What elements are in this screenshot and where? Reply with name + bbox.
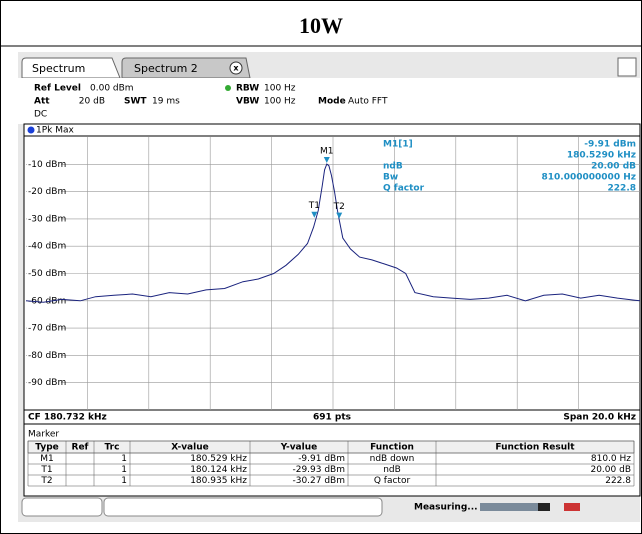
y-tick-label-bg bbox=[27, 186, 61, 197]
setting-value: 19 ms bbox=[152, 97, 180, 107]
y-tick-label: -50 dBm bbox=[28, 269, 66, 279]
trace-name: 1Pk Max bbox=[36, 126, 75, 136]
readout: 20.00 dB bbox=[591, 162, 636, 172]
marker-table-panel bbox=[23, 423, 641, 497]
marker-label: T2 bbox=[333, 202, 345, 212]
setting-value: Auto FFT bbox=[348, 97, 388, 107]
y-tick-label: -20 dBm bbox=[28, 187, 66, 197]
setting-value: 20 dB bbox=[79, 97, 105, 107]
readout: 810.000000000 Hz bbox=[542, 173, 636, 183]
setting-value: 0.00 dBm bbox=[90, 84, 134, 94]
y-tick-label: -90 dBm bbox=[28, 378, 66, 388]
y-tick-label-bg bbox=[27, 159, 61, 170]
footer-text: 691 pts bbox=[313, 413, 351, 423]
readout: 222.8 bbox=[608, 184, 636, 194]
marker bbox=[323, 157, 330, 164]
status-field bbox=[21, 497, 103, 517]
status-field bbox=[103, 497, 383, 517]
y-tick-label: -30 dBm bbox=[28, 214, 66, 224]
table-cell: T1 bbox=[40, 465, 52, 475]
progress-bar bbox=[480, 503, 538, 511]
page-title: 10W bbox=[299, 13, 343, 38]
setting-value: 100 Hz bbox=[264, 97, 296, 107]
tab-label: Spectrum bbox=[32, 62, 85, 75]
setting-label: Att bbox=[34, 97, 50, 107]
readout: Q factor bbox=[383, 184, 425, 194]
table-cell: -9.91 dBm bbox=[298, 454, 345, 464]
table-cell: 180.935 kHz bbox=[190, 476, 247, 486]
plot-frame bbox=[23, 123, 641, 425]
y-tick-label: -40 dBm bbox=[28, 242, 66, 252]
y-tick-label-bg bbox=[27, 268, 61, 279]
y-tick-label: -10 dBm bbox=[28, 160, 66, 170]
tab[interactable] bbox=[21, 57, 121, 79]
readout: -9.91 dBm bbox=[584, 140, 636, 150]
table-cell: 180.124 kHz bbox=[190, 465, 247, 475]
footer-text: Span 20.0 kHz bbox=[563, 413, 636, 423]
y-tick-label-bg bbox=[27, 241, 61, 252]
setting-label: SWT bbox=[124, 97, 147, 107]
table-cell: M1 bbox=[40, 454, 54, 464]
readout: Bw bbox=[383, 173, 398, 183]
marker-label: T1 bbox=[308, 201, 320, 211]
readout: M1[1] bbox=[383, 140, 413, 150]
setting-value: 100 Hz bbox=[264, 84, 296, 94]
table-cell: 1 bbox=[121, 465, 127, 475]
table-cell: ndB bbox=[383, 465, 401, 475]
marker-label: M1 bbox=[320, 147, 334, 157]
table-cell: 1 bbox=[121, 476, 127, 486]
menu-button[interactable] bbox=[617, 57, 637, 77]
status-icon bbox=[564, 503, 580, 511]
readout: 180.5290 kHz bbox=[567, 151, 636, 161]
table-cell: Q factor bbox=[374, 476, 411, 486]
table-cell: T2 bbox=[40, 476, 52, 486]
tab-label: Spectrum 2 bbox=[134, 62, 198, 75]
y-tick-label-bg bbox=[27, 295, 61, 306]
y-tick-label-bg bbox=[27, 213, 61, 224]
table-cell: -29.93 dBm bbox=[292, 465, 345, 475]
marker bbox=[311, 211, 318, 218]
setting-label: Ref Level bbox=[34, 84, 81, 94]
table-cell: 180.529 kHz bbox=[190, 454, 247, 464]
y-tick-label-bg bbox=[27, 323, 61, 334]
status-text: Measuring... bbox=[414, 503, 478, 513]
table-cell: -30.27 dBm bbox=[292, 476, 345, 486]
table-header: Function Result bbox=[495, 443, 575, 453]
table-cell: 1 bbox=[121, 454, 127, 464]
y-tick-label: -70 dBm bbox=[28, 324, 66, 334]
tab[interactable] bbox=[121, 57, 251, 79]
setting-value: DC bbox=[34, 110, 47, 120]
progress-bar bbox=[538, 503, 550, 511]
close-icon[interactable] bbox=[229, 61, 243, 75]
settings-panel bbox=[18, 78, 640, 124]
close-icon-x: x bbox=[233, 64, 239, 73]
table-cell: ndB down bbox=[370, 454, 415, 464]
table-cell: 222.8 bbox=[605, 476, 631, 486]
table-header: Type bbox=[35, 443, 58, 453]
marker bbox=[336, 212, 343, 219]
setting-label: RBW bbox=[236, 84, 259, 94]
table-cell: 810.0 Hz bbox=[591, 454, 631, 464]
table-header: Y-value bbox=[280, 443, 317, 453]
table-header: Ref bbox=[72, 443, 89, 453]
table-header: Trc bbox=[105, 443, 120, 453]
setting-label: Mode bbox=[318, 97, 346, 107]
trace bbox=[25, 163, 641, 303]
footer-text: CF 180.732 kHz bbox=[28, 413, 107, 423]
table-title: Marker bbox=[28, 430, 59, 440]
table-header: Function bbox=[370, 443, 414, 453]
y-tick-label-bg bbox=[27, 377, 61, 388]
y-tick-label: -80 dBm bbox=[28, 351, 66, 361]
readout: ndB bbox=[383, 162, 403, 172]
table-header: X-value bbox=[171, 443, 208, 453]
trace-indicator bbox=[27, 126, 35, 134]
y-tick-label-bg bbox=[27, 350, 61, 361]
table-cell: 20.00 dB bbox=[590, 465, 631, 475]
rbw-indicator bbox=[225, 85, 231, 91]
setting-label: VBW bbox=[236, 97, 259, 107]
